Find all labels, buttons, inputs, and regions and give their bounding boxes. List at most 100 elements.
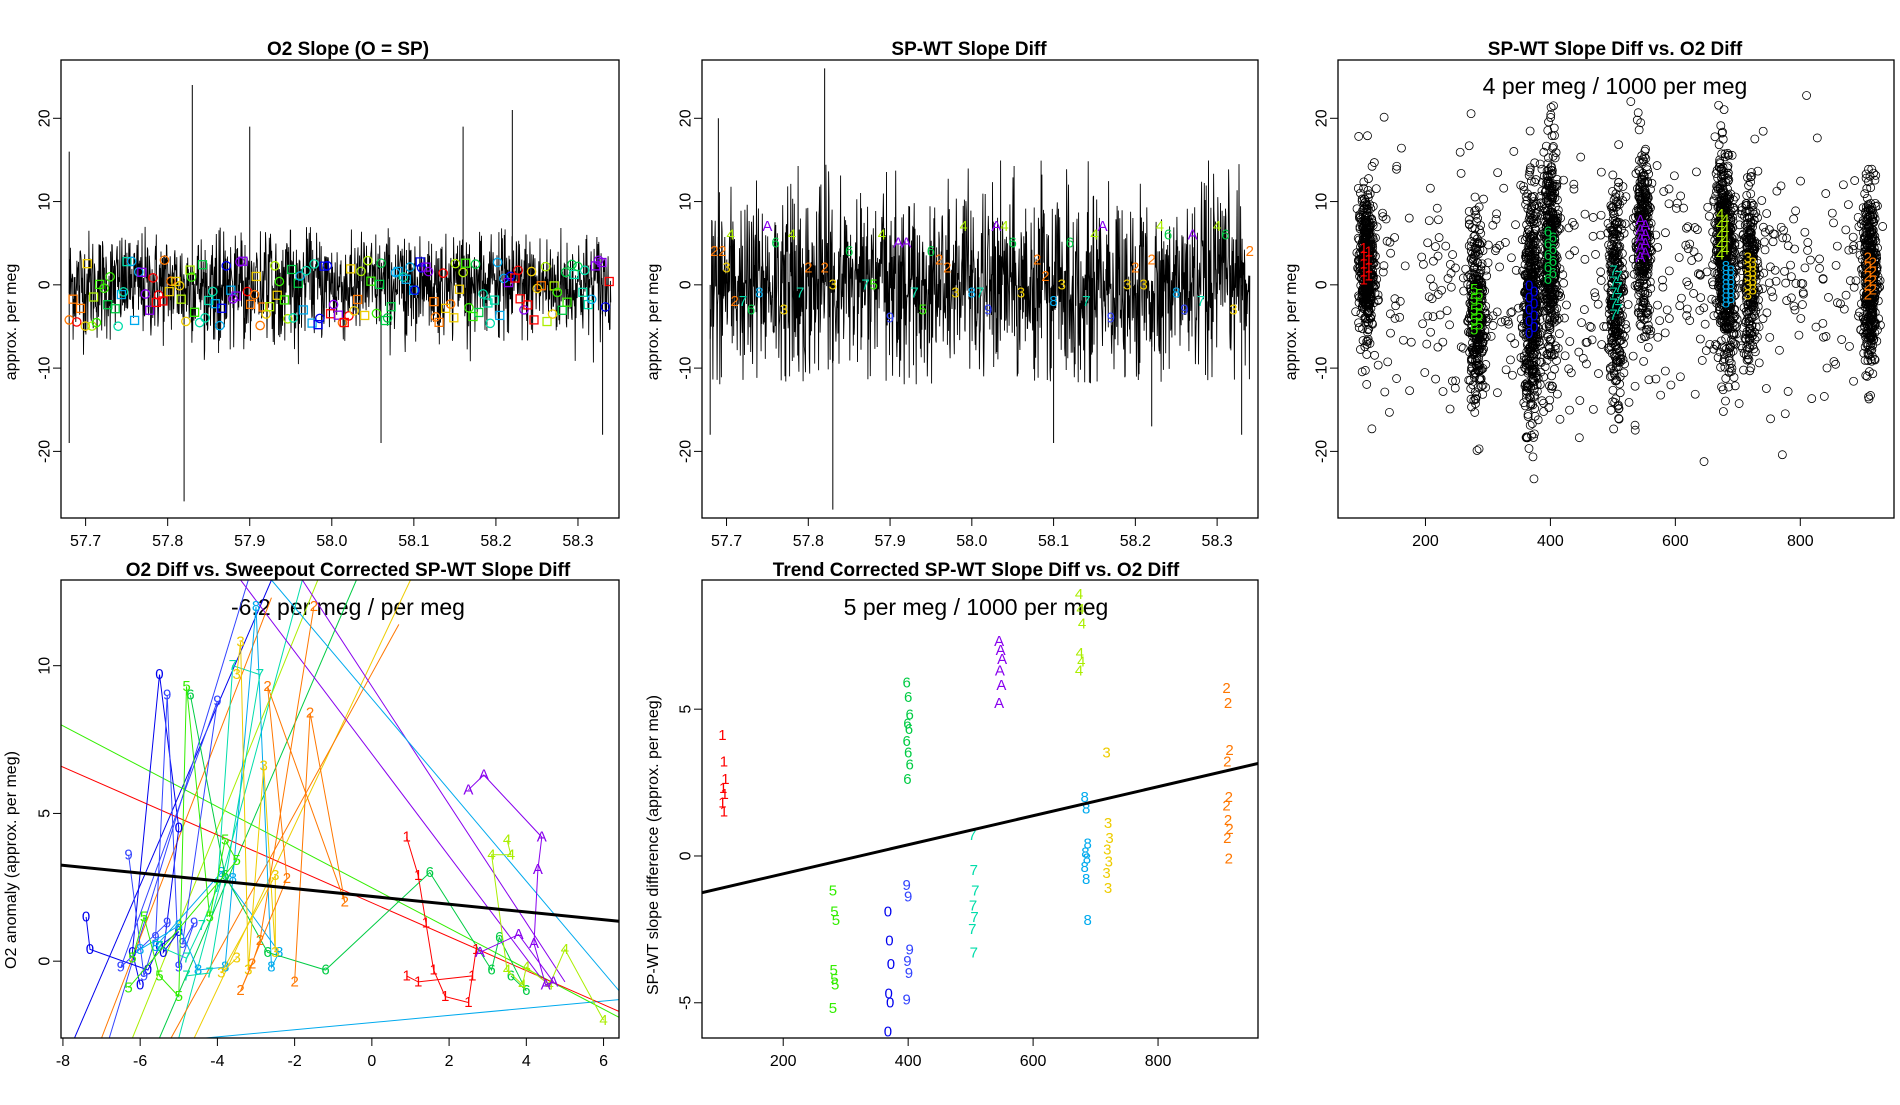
- y-tick-label: -10: [1314, 356, 1331, 379]
- circle-marker: [445, 299, 456, 309]
- scatter-point: [1506, 355, 1515, 365]
- data-point-label: 3: [233, 666, 241, 683]
- scatter-point: [1358, 297, 1368, 307]
- scatter-point: [1423, 238, 1433, 248]
- data-point-label: A: [901, 235, 911, 252]
- y-tick-label: 10: [37, 657, 54, 675]
- scatter-point: [1547, 316, 1557, 326]
- scatter-point: [1499, 183, 1509, 193]
- scatter-point: [1500, 238, 1510, 247]
- square-marker: [515, 294, 525, 304]
- scatter-point: [1560, 351, 1570, 361]
- data-point-label: 2: [256, 932, 264, 949]
- data-point-label: 9: [124, 846, 132, 863]
- x-tick-label: 200: [1412, 533, 1439, 550]
- circle-marker: [71, 317, 82, 327]
- scatter-point: [1383, 357, 1393, 367]
- scatter-point: [1477, 296, 1487, 305]
- scatter-point: [1658, 275, 1667, 285]
- scatter-point: [1527, 307, 1537, 317]
- scatter-point: [1547, 169, 1557, 179]
- data-point-label: A: [529, 935, 539, 952]
- scatter-point: [1483, 240, 1493, 250]
- cluster-label: 2: [1864, 250, 1872, 267]
- scatter-point: [1544, 209, 1554, 219]
- scatter-point: [1777, 450, 1787, 460]
- data-point-label: 6: [927, 243, 935, 260]
- cluster-label: 4: [1716, 206, 1724, 223]
- scatter-point: [1510, 339, 1520, 348]
- data-point-label: 4: [959, 218, 967, 235]
- scatter-point: [1690, 223, 1700, 232]
- scatter-point: [1511, 220, 1520, 230]
- scatter-point: [1380, 387, 1390, 397]
- scatter-point: [1772, 186, 1782, 196]
- scatter-point: [1681, 240, 1691, 250]
- scatter-point: [1466, 366, 1476, 376]
- scatter-point: [1693, 269, 1703, 279]
- scatter-point: [1587, 335, 1597, 345]
- scatter-point: [1521, 355, 1531, 364]
- data-point-label: 4: [503, 962, 511, 979]
- scatter-point: [1552, 179, 1562, 189]
- data-point-label: 8: [1084, 912, 1092, 929]
- scatter-point: [1526, 245, 1536, 254]
- scatter-point: [1431, 242, 1440, 251]
- scatter-point: [1660, 328, 1670, 338]
- scatter-point: [1762, 308, 1772, 318]
- square-marker: [279, 295, 290, 305]
- data-point-label: 6: [771, 235, 779, 252]
- data-point-label: A: [1098, 218, 1108, 235]
- scatter-point: [1441, 241, 1451, 251]
- y-tick-label: -5: [678, 996, 695, 1010]
- scatter-point: [1530, 256, 1540, 266]
- scatter-point: [1448, 250, 1457, 259]
- circle-marker: [314, 313, 325, 324]
- scatter-point: [1364, 293, 1374, 303]
- plot-frame: [60, 59, 620, 519]
- scatter-point: [1363, 306, 1373, 315]
- scatter-point: [1849, 376, 1858, 386]
- scatter-point: [1586, 322, 1596, 332]
- scatter-point: [1802, 91, 1811, 100]
- data-point-label: 5: [182, 678, 190, 695]
- scatter-point: [1734, 399, 1744, 408]
- circle-marker: [214, 320, 225, 331]
- data-point-label: 1: [720, 754, 728, 771]
- data-point-label: 2: [1246, 243, 1254, 260]
- square-marker: [116, 289, 127, 300]
- scatter-point: [1477, 259, 1487, 269]
- scatter-point: [1548, 143, 1558, 153]
- data-point-label: 2: [1041, 268, 1049, 285]
- scatter-point: [1596, 267, 1606, 277]
- scatter-point: [1363, 334, 1373, 344]
- scatter-point: [1682, 311, 1692, 320]
- circle-marker: [282, 313, 293, 324]
- scatter-point: [1467, 363, 1476, 373]
- scatter-point: [1392, 374, 1401, 383]
- scatter-point: [1516, 180, 1526, 190]
- scatter-point: [1689, 289, 1699, 298]
- data-point-label: 9: [163, 914, 171, 931]
- scatter-point: [1464, 207, 1474, 216]
- scatter-point: [1475, 225, 1484, 235]
- scatter-point: [1492, 243, 1501, 253]
- scatter-point: [1590, 292, 1600, 302]
- scatter-point: [1590, 288, 1600, 298]
- data-point-label: 5: [155, 967, 163, 984]
- scatter-point: [1522, 292, 1532, 302]
- scatter-point: [1815, 264, 1824, 273]
- scatter-point: [1700, 319, 1710, 329]
- data-point-label: 2: [341, 894, 349, 911]
- scatter-point: [1543, 178, 1552, 187]
- scatter-point: [1390, 233, 1399, 242]
- square-marker: [189, 307, 200, 317]
- scatter-point: [1582, 359, 1591, 369]
- y-tick-label: 0: [678, 280, 695, 289]
- cluster-label: 5: [1470, 281, 1478, 298]
- circle-marker: [363, 255, 373, 266]
- scatter-point: [1360, 366, 1370, 375]
- scatter-point: [1547, 255, 1557, 265]
- data-point-label: 9: [163, 687, 171, 704]
- scatter-point: [1535, 159, 1545, 169]
